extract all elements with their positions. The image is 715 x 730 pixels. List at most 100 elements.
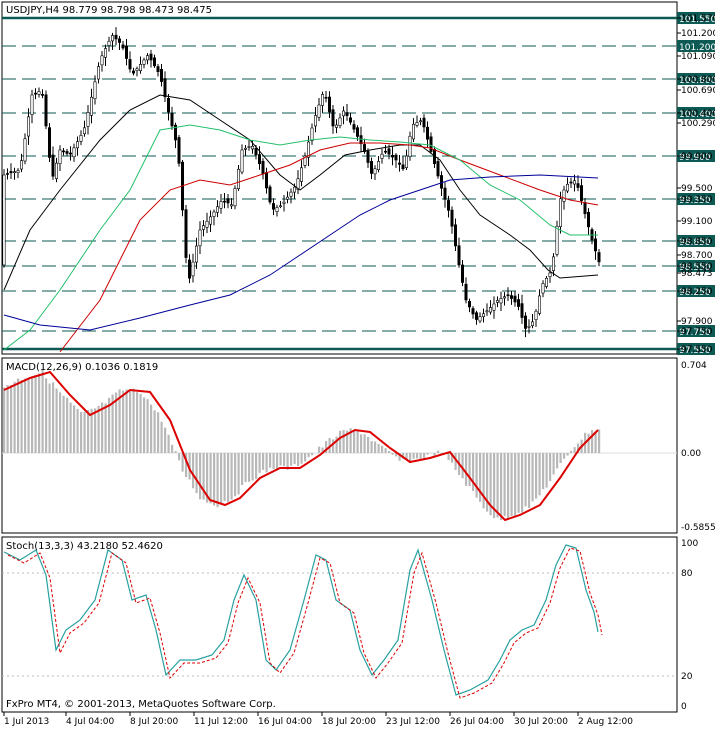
candle-body: [562, 189, 566, 202]
macd-histogram-bar: [300, 453, 303, 464]
level-tag-label: 99.900: [679, 153, 711, 163]
macd-histogram-bar: [160, 421, 163, 453]
candle-body: [436, 161, 440, 177]
candle-body: [331, 109, 335, 127]
candle-body: [439, 175, 443, 189]
macd-histogram-bar: [255, 453, 258, 479]
macd-histogram-bar: [423, 453, 426, 460]
price-axis-label: 101.570: [681, 14, 715, 24]
macd-histogram-bar: [412, 453, 415, 459]
macd-histogram-bar: [251, 453, 254, 481]
candle-body: [114, 34, 118, 40]
candle-body: [65, 151, 69, 154]
candle-body: [537, 295, 541, 314]
level-tag: [677, 343, 715, 355]
macd-histogram-bar: [174, 451, 177, 453]
candle-body: [125, 45, 129, 59]
level-tag: [677, 107, 715, 119]
macd-histogram-bar: [451, 453, 454, 463]
candle-body: [244, 147, 248, 150]
time-axis-label: 8 Jul 20:00: [130, 717, 179, 727]
stoch-scale-label: 100: [681, 539, 698, 549]
macd-histogram-bar: [535, 453, 538, 499]
macd-histogram-bar: [335, 436, 338, 453]
macd-histogram-bar: [279, 453, 282, 466]
main-panel: [1, 1, 678, 355]
macd-histogram-bar: [496, 453, 499, 518]
candle-body: [104, 48, 108, 58]
price-axis-label: 100.690: [681, 86, 715, 96]
candle-body: [397, 162, 401, 165]
macd-histogram-bar: [339, 430, 342, 453]
macd-histogram-bar: [426, 453, 429, 455]
macd-histogram-bar: [80, 411, 83, 453]
level-tag-label: 101.200: [679, 43, 715, 53]
candle-body: [100, 55, 104, 66]
level-tag-label: 98.850: [679, 238, 711, 248]
time-axis-label: 26 Jul 04:00: [450, 717, 504, 727]
macd-histogram-bar: [556, 453, 559, 469]
candle-body: [160, 69, 164, 82]
candle-body: [450, 209, 454, 227]
candle-body: [212, 211, 216, 217]
stoch-scale-label: 80: [681, 569, 693, 579]
candle-body: [167, 98, 171, 113]
time-axis-label: 23 Jul 12:00: [386, 717, 440, 727]
candle-body: [422, 117, 426, 128]
macd-histogram-bar: [360, 434, 363, 453]
candle-body: [313, 115, 317, 127]
macd-histogram-bar: [181, 453, 184, 472]
price-axis-label: 97.550: [681, 345, 713, 355]
candle-body: [230, 204, 234, 207]
candle-body: [443, 187, 447, 200]
macd-histogram-bar: [150, 404, 153, 453]
macd-histogram-bar: [122, 390, 125, 453]
macd-histogram-bar: [461, 453, 464, 479]
macd-histogram-bar: [587, 433, 590, 453]
macd-histogram-bar: [563, 453, 566, 459]
candle-body: [275, 207, 279, 212]
stoch-scale-label: 0: [681, 702, 687, 712]
candle-body: [191, 261, 195, 277]
candle-body: [26, 116, 30, 137]
macd-histogram-bar: [34, 375, 37, 453]
macd-histogram-bar: [118, 389, 121, 453]
macd-indicator: 0.704 0.00 -0.5855: [2, 361, 715, 533]
candle-body: [565, 183, 569, 192]
level-tag: [677, 325, 715, 337]
candle-body: [69, 152, 73, 155]
level-tag: [677, 285, 715, 297]
stoch-header: Stoch(13,3,3) 43.2180 52.4620: [6, 541, 163, 552]
candle-body: [142, 59, 146, 65]
macd-histogram-bar: [297, 453, 300, 467]
candle-body: [544, 277, 548, 287]
candle-body: [576, 183, 580, 188]
level-tag: [677, 260, 715, 272]
macd-histogram-bar: [153, 410, 156, 453]
candle-body: [597, 252, 601, 263]
candle-body: [226, 198, 230, 204]
candle-body: [460, 264, 464, 283]
macd-histogram-bar: [139, 393, 142, 453]
candle-body: [506, 294, 510, 297]
macd-histogram-bar: [90, 408, 93, 453]
horizontal-levels: 101.550 101.200 100.800 100.400 99.900 99.350…: [2, 12, 715, 356]
macd-histogram-bar: [6, 385, 9, 453]
candle-body: [163, 78, 167, 98]
time-axis-label: 1 Jul 2013: [4, 717, 49, 727]
macd-histogram-bar: [321, 447, 324, 453]
candle-body: [583, 202, 587, 215]
candle-body: [153, 57, 157, 67]
candle-body: [425, 126, 429, 140]
macd-histogram-bar: [507, 453, 510, 519]
macd-histogram-bar: [416, 453, 419, 459]
candle-body: [499, 298, 503, 304]
level-tag-label: 97.550: [679, 346, 711, 356]
macd-histogram-bar: [342, 430, 345, 453]
time-axis-label: 30 Jul 20:00: [514, 717, 568, 727]
macd-histogram-bar: [482, 453, 485, 509]
candle-body: [355, 127, 359, 137]
candle-body: [338, 117, 342, 126]
macd-histogram-bar: [349, 428, 352, 453]
macd-histogram-bar: [549, 453, 552, 482]
